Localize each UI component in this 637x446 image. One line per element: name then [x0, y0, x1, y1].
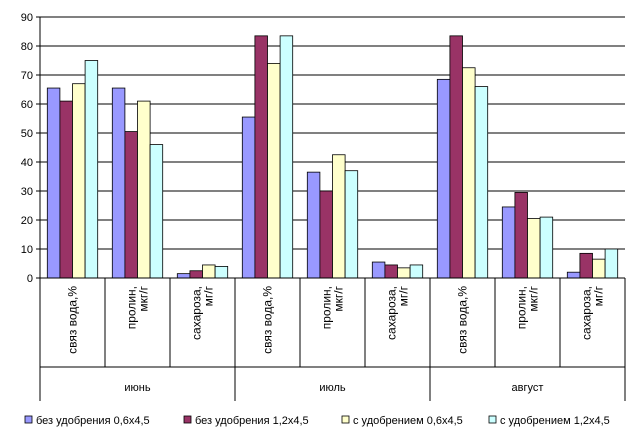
bar [267, 63, 281, 279]
group-label: июнь [124, 382, 150, 394]
group-label: август [512, 382, 544, 394]
bar [59, 100, 73, 279]
bar [46, 87, 61, 279]
category-label-line1: сахароза, [190, 286, 204, 340]
category-label: пролин,мкг/г [125, 285, 151, 329]
bar [462, 67, 476, 279]
bar [202, 264, 216, 279]
bar [384, 264, 398, 279]
y-tick-label: 70 [21, 70, 33, 82]
bar [254, 35, 268, 279]
legend: без удобрения 0,6х4,5 без удобрения 1,2х4… [24, 415, 610, 427]
y-tick-label: 50 [21, 128, 33, 140]
category-label-line1: сахароза, [385, 286, 399, 340]
y-tick-label: 90 [21, 12, 33, 24]
group-label: июль [319, 382, 346, 394]
category-label: сахароза,мг/г [385, 285, 411, 340]
bar [319, 190, 333, 279]
bar [371, 261, 386, 279]
category-label: связ вода,% [66, 286, 80, 354]
bar [332, 154, 346, 279]
category-label-line2: мкг/г [137, 285, 151, 311]
legend-label: без удобрения 0,6х4,5 [36, 415, 150, 427]
y-tick-label: 40 [21, 157, 33, 169]
bars [46, 35, 619, 279]
legend-swatch [24, 415, 33, 424]
bar [514, 192, 528, 279]
legend-label: с удобрением 1,2х4,5 [500, 415, 610, 427]
bar [176, 273, 191, 279]
bar [111, 87, 126, 279]
bar [84, 60, 99, 279]
bar [566, 271, 581, 279]
category-label-line1: связ вода,% [66, 286, 80, 354]
category-label-line1: пролин, [320, 286, 334, 329]
bar [604, 248, 619, 279]
bar [474, 86, 489, 279]
category-label-line1: пролин, [515, 286, 529, 329]
category-label: связ вода,% [261, 286, 275, 354]
bar [397, 267, 411, 279]
category-label-line2: мкг/г [527, 285, 541, 311]
y-tick-label: 20 [21, 215, 33, 227]
category-label-line2: мг/г [202, 285, 216, 306]
category-label: сахароза,мг/г [190, 285, 216, 340]
bar [124, 131, 138, 279]
category-label-line1: сахароза, [580, 286, 594, 340]
y-tick-label: 0 [27, 273, 33, 285]
category-label-line1: связ вода,% [261, 286, 275, 354]
bar [449, 35, 463, 279]
category-label: пролин,мкг/г [515, 285, 541, 329]
legend-swatch [488, 415, 497, 424]
bar [214, 265, 229, 279]
bar [579, 252, 593, 279]
category-label-line1: связ вода,% [456, 286, 470, 354]
bar [409, 264, 424, 279]
category-label-line2: мг/г [397, 285, 411, 306]
legend-label: без удобрения 1,2х4,5 [195, 415, 309, 427]
category-label: связ вода,% [456, 286, 470, 354]
bar [189, 270, 203, 279]
bar [306, 171, 321, 279]
bar [72, 83, 86, 279]
category-label: пролин,мкг/г [320, 285, 346, 329]
legend-swatch [341, 415, 350, 424]
bar [592, 258, 606, 279]
bar [436, 78, 451, 279]
category-label-line2: мг/г [592, 285, 606, 306]
bar [527, 218, 541, 279]
bar [241, 116, 256, 279]
category-label: сахароза,мг/г [580, 285, 606, 340]
bar [137, 100, 151, 279]
y-tick-label: 80 [21, 41, 33, 53]
bar [149, 144, 164, 279]
bar [279, 35, 294, 279]
legend-swatch [183, 415, 192, 424]
category-label-line2: мкг/г [332, 285, 346, 311]
y-tick-label: 30 [21, 186, 33, 198]
y-tick-label: 60 [21, 99, 33, 111]
y-tick-label: 10 [21, 244, 33, 256]
x-axis: связ вода,% пролин,мкг/г сахароза,мг/г связ… [39, 277, 626, 401]
bar [501, 206, 516, 279]
y-axis: 0 10 20 30 40 50 60 70 80 90 [21, 12, 41, 285]
bar [539, 216, 554, 279]
legend-label: с удобрением 0,6х4,5 [353, 415, 463, 427]
bar [344, 170, 359, 279]
category-label-line1: пролин, [125, 286, 139, 329]
